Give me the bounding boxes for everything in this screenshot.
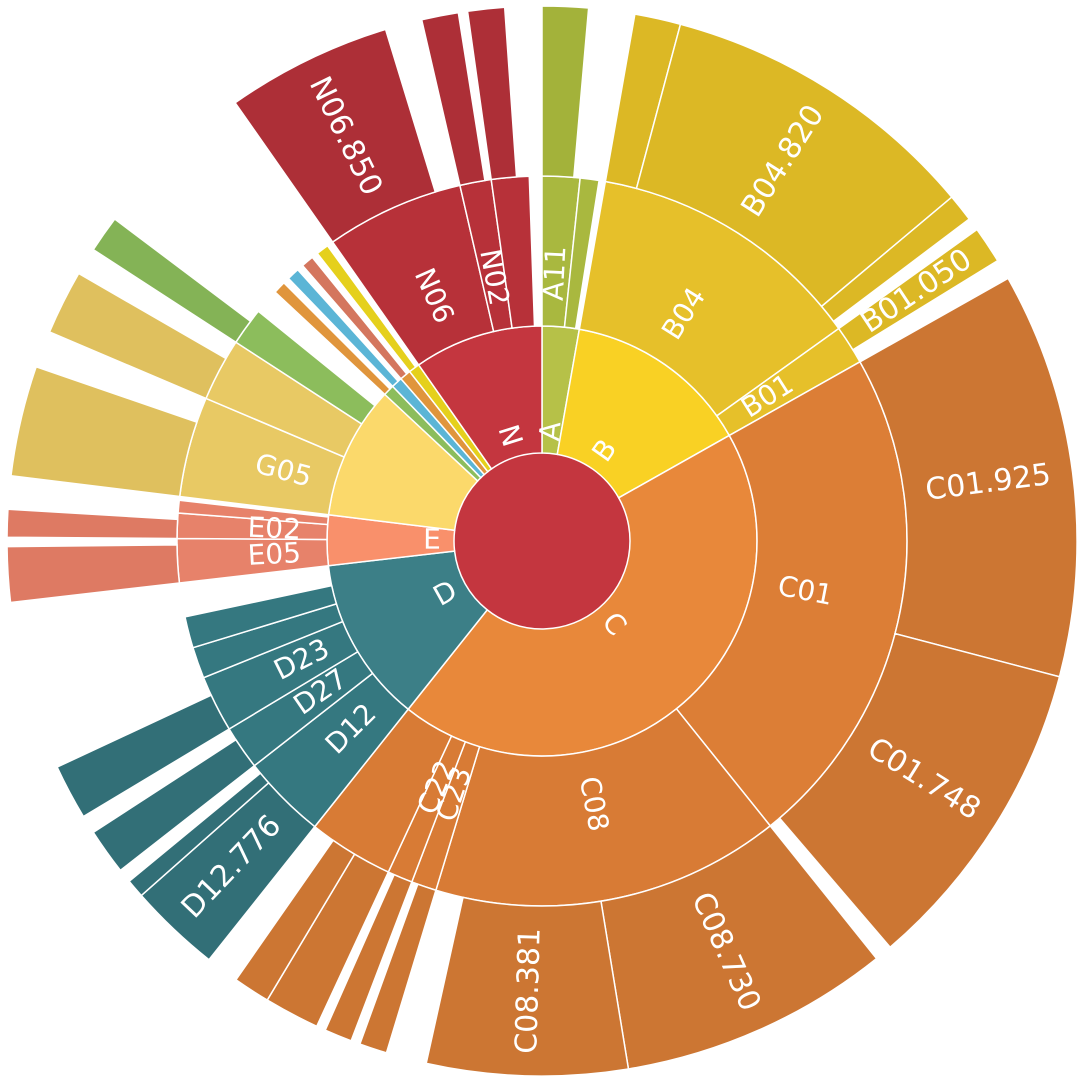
sunburst-segment bbox=[837, 228, 999, 351]
sunburst-segment bbox=[301, 256, 408, 380]
sunburst-segment bbox=[6, 508, 179, 540]
sunburst-segment bbox=[324, 873, 413, 1042]
sunburst-segment bbox=[56, 694, 231, 818]
sunburst-segment bbox=[128, 772, 270, 897]
sunburst-segment bbox=[10, 365, 198, 498]
sunburst-segment bbox=[48, 272, 227, 400]
sunburst-segment bbox=[820, 196, 971, 323]
sunburst-segment bbox=[420, 11, 486, 187]
sunburst-segment bbox=[92, 217, 252, 344]
segment-label: E02 bbox=[247, 511, 302, 546]
root-circle bbox=[454, 453, 630, 629]
sunburst-segment bbox=[92, 738, 256, 872]
sunburst-segment bbox=[273, 281, 392, 396]
sunburst-segment bbox=[541, 5, 590, 179]
segment-label: C08.381 bbox=[509, 927, 548, 1054]
sunburst-segment bbox=[177, 499, 330, 526]
segment-label: A11 bbox=[537, 245, 573, 301]
sunburst-segment bbox=[234, 28, 437, 244]
sunburst-segment bbox=[778, 632, 1061, 949]
sunburst-segment bbox=[316, 244, 417, 373]
segment-label: E05 bbox=[247, 536, 302, 572]
sunburst-segment bbox=[358, 883, 437, 1054]
segment-label: A bbox=[533, 420, 568, 442]
sunburst-segment bbox=[563, 177, 600, 330]
sunburst-segment bbox=[425, 896, 630, 1077]
sunburst-segment bbox=[234, 839, 356, 1002]
segment-label: E bbox=[423, 523, 441, 556]
sunburst-segment bbox=[466, 6, 518, 181]
sunburst-segment bbox=[287, 268, 400, 388]
sunburst-segment bbox=[184, 584, 338, 649]
sunburst-segment bbox=[6, 544, 181, 604]
